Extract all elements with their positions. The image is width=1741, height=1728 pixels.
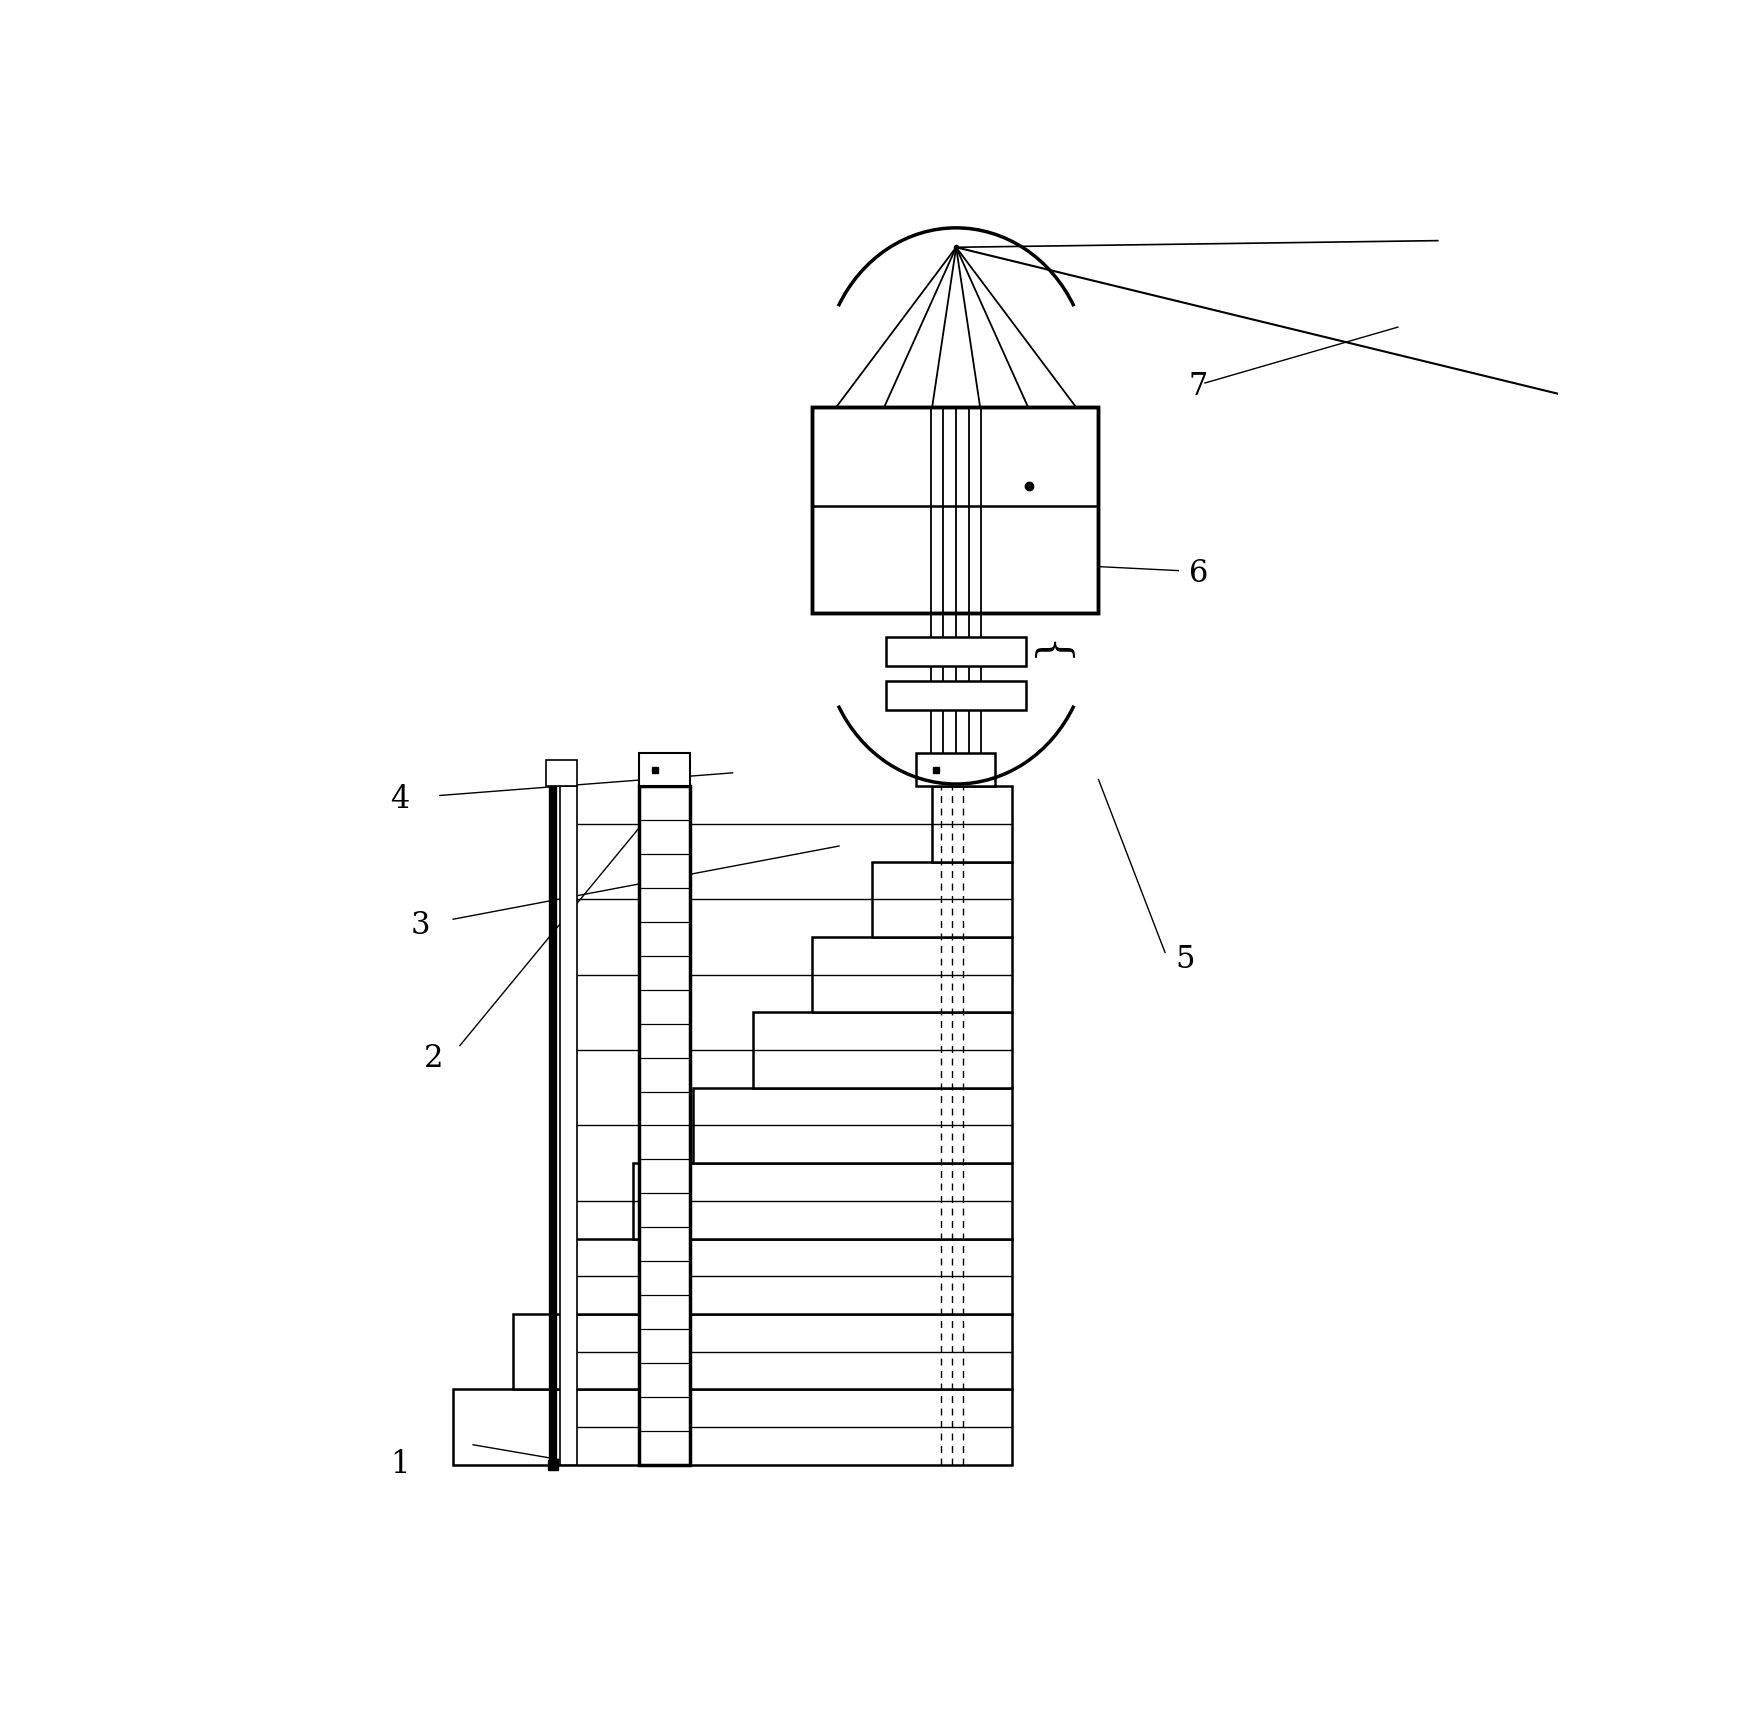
Text: 7: 7	[1189, 372, 1208, 403]
Bar	[813, 937, 1012, 1013]
Bar	[632, 1163, 1012, 1239]
Bar	[453, 1389, 1012, 1465]
Bar	[639, 753, 689, 786]
Bar	[872, 862, 1012, 937]
Bar	[886, 681, 1025, 710]
Bar	[514, 1313, 1012, 1389]
Text: 4: 4	[390, 785, 409, 816]
Text: 6: 6	[1189, 558, 1208, 589]
Text: 3: 3	[411, 911, 430, 942]
Bar	[752, 1013, 1012, 1087]
Text: 1: 1	[390, 1450, 409, 1481]
Bar	[693, 1087, 1012, 1163]
Bar	[916, 753, 996, 786]
Bar	[573, 1239, 1012, 1313]
Text: 2: 2	[423, 1044, 442, 1075]
Bar	[931, 786, 1012, 862]
Text: }: }	[1031, 631, 1072, 657]
Bar	[886, 638, 1025, 667]
Text: 5: 5	[1175, 943, 1194, 975]
Bar	[813, 406, 1099, 613]
Bar	[813, 406, 1099, 613]
Bar	[639, 786, 689, 1465]
Bar	[559, 786, 576, 1465]
Bar	[547, 760, 576, 786]
